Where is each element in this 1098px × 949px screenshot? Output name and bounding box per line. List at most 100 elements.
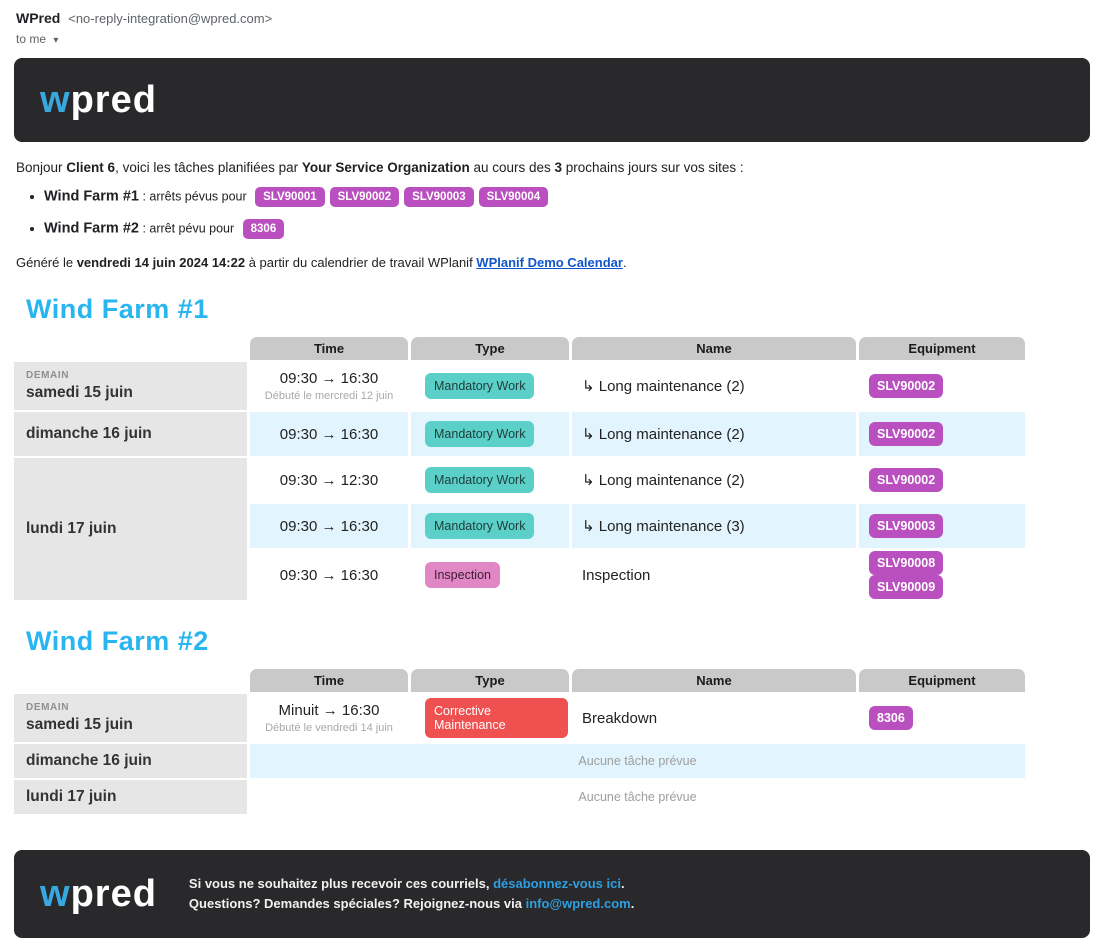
tomorrow-label: DEMAIN xyxy=(26,370,70,381)
site-equipment-chips: 8306 xyxy=(238,219,285,239)
time-range: 09:30 → 12:30 xyxy=(279,471,379,489)
generated-datetime: vendredi 14 juin 2024 14:22 xyxy=(76,255,246,270)
table-row: dimanche 16 juin Aucune tâche prévue xyxy=(14,744,1025,778)
column-header: Name xyxy=(572,337,856,360)
header-spacer xyxy=(14,669,247,692)
column-header: Equipment xyxy=(859,337,1025,360)
type-badge: Mandatory Work xyxy=(425,513,535,539)
equipment-chip: 8306 xyxy=(242,219,285,239)
organization-name: Your Service Organization xyxy=(301,160,470,175)
type-cell: Mandatory Work xyxy=(411,504,569,548)
type-badge: Mandatory Work xyxy=(425,421,535,447)
date-label: dimanche 16 juin xyxy=(26,752,152,769)
sender-name: WPred xyxy=(16,10,61,26)
footer-line-text: Questions? Demandes spéciales? Rejoignez… xyxy=(188,896,526,912)
site-desc: : arrêts pévus pour xyxy=(142,189,247,204)
footer-line-text: Si vous ne souhaitez plus recevoir ces c… xyxy=(188,876,494,891)
column-header: Equipment xyxy=(859,669,1025,692)
date-label: samedi 15 juin xyxy=(26,384,133,401)
calendar-link[interactable]: WPlanif Demo Calendar xyxy=(476,255,623,270)
site-desc: : arrêt pévu pour xyxy=(142,221,235,236)
equipment-badge: 8306 xyxy=(869,706,913,730)
equipment-badge: SLV90002 xyxy=(869,374,944,398)
generated-line: Généré le vendredi 14 juin 2024 14:22 à … xyxy=(16,255,1084,270)
mail-header: WPred <no-reply-integration@wpred.com> t… xyxy=(0,0,1098,46)
date-cell: dimanche 16 juin xyxy=(14,412,247,456)
date-cell: lundi 17 juin xyxy=(14,458,247,600)
time-note: Débuté le vendredi 14 juin xyxy=(265,722,393,734)
time-note: Débuté le mercredi 12 juin xyxy=(264,390,394,402)
equipment-chip: SLV90002 xyxy=(329,187,400,207)
no-task-cell: Aucune tâche prévue xyxy=(578,790,697,804)
date-cell: DEMAIN samedi 15 juin xyxy=(14,362,247,410)
task-name-cell: ↳ Long maintenance (3) xyxy=(572,504,856,548)
equipment-cell: SLV90008SLV90009 xyxy=(859,550,1025,600)
table-row: DEMAIN samedi 15 juin Minuit → 16:30 Débuté… xyxy=(14,694,1025,742)
date-label: samedi 15 juin xyxy=(26,716,133,733)
equipment-chip: SLV90003 xyxy=(404,187,474,207)
type-cell: Mandatory Work xyxy=(411,412,569,456)
table-row: lundi 17 juin 09:30 → 12:30 Mandatory Work… xyxy=(14,458,1025,600)
contact-line: Questions? Demandes spéciales? Rejoignez… xyxy=(189,894,634,914)
column-header: Type xyxy=(411,669,569,692)
table-row: dimanche 16 juin 09:30 → 16:30 Mandatory W… xyxy=(14,412,1025,456)
table-row: DEMAIN samedi 15 juin 09:30 → 16:30 Débuté … xyxy=(14,362,1025,410)
equipment-cell: SLV90002 xyxy=(859,362,1025,410)
column-header: Name xyxy=(572,669,856,692)
task-name-cell: ↳ Long maintenance (2) xyxy=(582,472,745,489)
generated-text: . xyxy=(622,255,627,270)
no-task-cell: Aucune tâche prévue xyxy=(250,744,1025,778)
logo-rest: pred xyxy=(70,79,157,121)
type-badge: Inspection xyxy=(425,562,500,588)
brand-banner: wpred xyxy=(14,58,1090,142)
date-cell: dimanche 16 juin xyxy=(14,744,247,778)
task-name-cell: Inspection xyxy=(582,566,651,584)
type-badge: Mandatory Work xyxy=(425,373,535,399)
type-cell: Corrective Maintenance xyxy=(411,694,569,742)
intro-text: prochains jours sur vos sites : xyxy=(562,160,744,175)
site-summary-list: Wind Farm #1 : arrêts pévus pour SLV9000… xyxy=(26,187,1084,239)
equipment-cell: SLV90003 xyxy=(859,504,1025,548)
equipment-badge: SLV90002 xyxy=(869,468,944,492)
chevron-down-icon[interactable]: ▾ xyxy=(53,35,59,46)
equipment-cell: 8306 xyxy=(859,694,1025,742)
days-count: 3 xyxy=(554,160,563,175)
column-header: Type xyxy=(411,337,569,360)
table-header-row: Time Type Name Equipment xyxy=(14,669,1025,692)
time-cell: 09:30 → 16:30 xyxy=(250,550,408,600)
task-name-cell: Breakdown xyxy=(582,709,658,727)
header-spacer xyxy=(14,337,247,360)
intro-text: , voici les tâches planifiées par xyxy=(115,160,302,175)
date-label: lundi 17 juin xyxy=(26,520,117,537)
client-name: Client 6 xyxy=(66,160,116,175)
time-cell: 09:30 → 16:30 xyxy=(250,504,408,548)
list-item: Wind Farm #2 : arrêt pévu pour 8306 xyxy=(44,219,1084,239)
equipment-badge: SLV90002 xyxy=(869,422,944,446)
time-range: Minuit → 16:30 xyxy=(278,702,380,719)
table-row: lundi 17 juin Aucune tâche prévue xyxy=(14,780,1025,814)
logo-rest: pred xyxy=(70,873,157,916)
intro-text: Bonjour xyxy=(16,160,67,175)
contact-email-link[interactable]: info@wpred.com xyxy=(525,896,631,912)
recipient-line[interactable]: to me ▾ xyxy=(16,32,1082,46)
table-row: 09:30 → 16:30 Mandatory Work ↳ Long mainte… xyxy=(14,504,1025,548)
unsubscribe-link[interactable]: désabonnez-vous ici xyxy=(493,876,621,891)
generated-text: à partir du calendrier de travail WPlani… xyxy=(245,255,477,270)
column-header: Time xyxy=(250,669,408,692)
logo-w-letter: w xyxy=(40,79,71,121)
date-label: dimanche 16 juin xyxy=(26,425,152,442)
time-cell: 09:30 → 12:30 xyxy=(250,458,408,502)
equipment-badge: SLV90008 xyxy=(869,551,944,575)
type-badge: Mandatory Work xyxy=(425,467,535,493)
footer-line-text: . xyxy=(620,876,625,891)
list-item: Wind Farm #1 : arrêts pévus pour SLV9000… xyxy=(44,187,1084,207)
task-name-cell: ↳ Long maintenance (2) xyxy=(572,412,856,456)
type-badge: Corrective Maintenance xyxy=(425,698,568,738)
farm-title: Wind Farm #1 xyxy=(26,294,209,324)
time-cell: Minuit → 16:30 Débuté le vendredi 14 juin xyxy=(250,694,408,742)
time-range: 09:30 → 16:30 xyxy=(279,370,379,387)
farm-section-2: Wind Farm #2 Time Type Name Equipment DEMAIN… xyxy=(14,626,1084,816)
generated-text: Généré le xyxy=(16,255,77,270)
footer-banner: wpred Si vous ne souhaitez plus recevoir… xyxy=(14,850,1090,939)
type-cell: Inspection xyxy=(411,550,569,600)
